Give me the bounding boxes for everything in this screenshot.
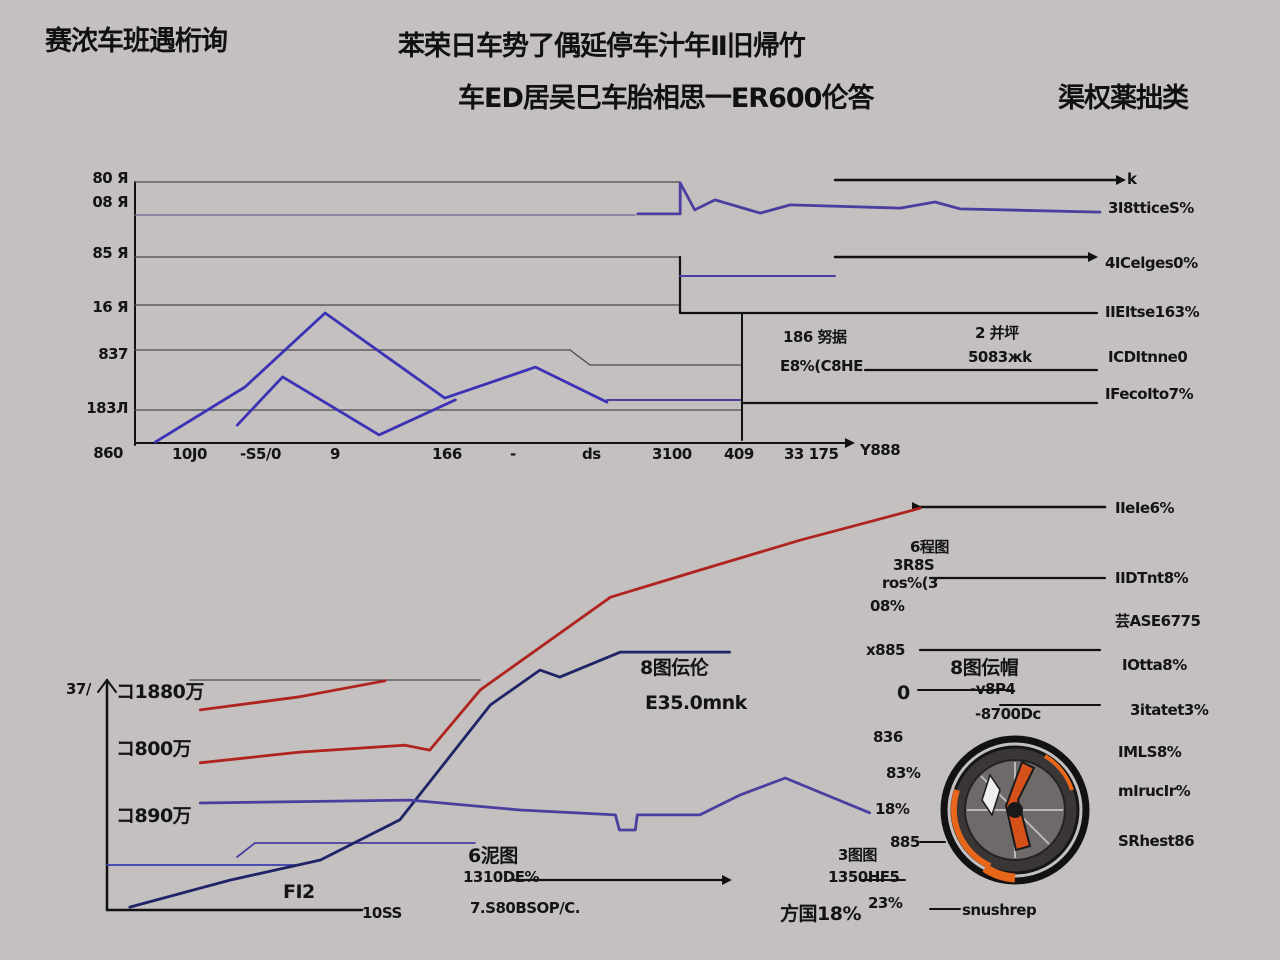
y-tick-label: コ800万: [116, 738, 192, 760]
y-tick-label: コ890万: [116, 805, 192, 827]
right-label: 芸ASE6775: [1115, 612, 1201, 630]
x-tick-label: 3100: [652, 445, 692, 463]
annotation: 6泥图: [468, 845, 518, 867]
annotation: 1350HF5: [828, 868, 900, 886]
right-label: SRhest86: [1118, 832, 1195, 850]
annotation: 08%: [870, 597, 905, 615]
x-tick-label: -: [510, 445, 516, 463]
annotation: ros%(3: [882, 574, 938, 592]
series-group: [128, 181, 1102, 909]
annotation: 6程图: [910, 538, 949, 556]
title-right: 渠权薬拙类: [1058, 83, 1189, 114]
annotation: 0: [897, 682, 910, 704]
annotation: 1310DE%: [463, 868, 539, 886]
annotation: 836: [873, 728, 903, 746]
x-tick-label: ds: [582, 445, 601, 463]
series-line-0-0: [153, 311, 609, 444]
annotation: 3R8S: [893, 556, 935, 574]
x-tick-label: -S5/0: [240, 445, 281, 463]
right-label: snushrep: [962, 901, 1037, 919]
annotation: E8%(C8HE: [780, 357, 863, 375]
right-label: ICDItnne0: [1108, 348, 1188, 366]
right-label: IOtta8%: [1122, 656, 1187, 674]
y-tick-label: 08 Я: [92, 193, 128, 211]
x-tick-label: 409: [724, 445, 754, 463]
reference-line: [678, 255, 1099, 315]
y-tick-label: 37/: [66, 680, 91, 698]
arrowhead: [1088, 252, 1098, 262]
series-line-0-2: [636, 181, 1102, 216]
x-tick-label: 33 175: [784, 445, 839, 463]
x-tick-label: FI2: [283, 881, 315, 903]
right-label: 3itatet3%: [1130, 701, 1209, 719]
annotation: 23%: [868, 894, 903, 912]
y-tick-label: 80 Я: [92, 169, 128, 187]
annotation: 885: [890, 833, 920, 851]
right-label: IIEItse163%: [1105, 303, 1200, 321]
annotation: 2 并坪: [975, 324, 1019, 342]
annotation: 5083жk: [968, 348, 1032, 366]
series-line-1-2: [128, 650, 731, 909]
x-tick-label: 9: [330, 445, 340, 463]
arrowhead: [722, 875, 732, 885]
annotation: 8图伝伦: [640, 657, 709, 679]
right-label: IMLS8%: [1118, 743, 1182, 761]
right-label: IFecoIto7%: [1105, 385, 1194, 403]
series-line-1-1: [198, 679, 387, 712]
annotation: 18%: [875, 800, 910, 818]
x-axis-arrow: [845, 438, 855, 448]
y-tick-label: 16 Я: [92, 298, 128, 316]
reference-lines: [97, 175, 1126, 912]
annotation: 7.S80BSOP/C.: [470, 899, 580, 917]
chart-subtitle: 车ED居吴巳车胎相思一ER600伦答: [458, 83, 874, 114]
x-tick-label: Y888: [860, 441, 901, 459]
series-line-1-3: [198, 776, 871, 832]
right-label: IIeIe6%: [1115, 499, 1175, 517]
annotation: x885: [866, 641, 906, 659]
right-label: 4ICelges0%: [1105, 254, 1198, 272]
y-tick-label: 860: [93, 444, 123, 462]
arrowhead: [1116, 175, 1126, 185]
annotation: -v8P4: [970, 680, 1016, 698]
right-label: IIDTnt8%: [1115, 569, 1189, 587]
title-left: 赛浓车班遇桁询: [45, 26, 228, 57]
reference-line: [97, 679, 117, 693]
reference-line: [134, 349, 743, 366]
chart-title: 苯荣日车势了偶延停车汁年Ⅱ旧帰竹: [398, 31, 806, 62]
annotation: 3图图: [838, 846, 877, 864]
y-tick-label: 183Л: [86, 399, 128, 417]
annotation: 186 努据: [783, 328, 847, 346]
x-tick-label: 166: [432, 445, 462, 463]
reference-line: [236, 842, 476, 858]
y-tick-label: 837: [98, 345, 128, 363]
y-tick-label: 85 Я: [92, 244, 128, 262]
right-label: mIrucIr%: [1118, 782, 1191, 800]
annotation: -8700Dc: [975, 705, 1041, 723]
annotation: E35.0mnk: [645, 692, 747, 714]
y-tick-label: コ1880万: [116, 681, 204, 703]
x-tick-label: 10SS: [362, 904, 402, 922]
annotation: 8图伝帽: [950, 657, 1019, 679]
wheel-icon: [940, 735, 1090, 885]
x-tick-label: 10J0: [172, 445, 207, 463]
annotation: 83%: [886, 764, 921, 782]
right-label: k: [1127, 170, 1137, 188]
right-label: 3I8tticeS%: [1108, 199, 1194, 217]
series-line-1-0: [198, 506, 922, 765]
annotation: 方国18%: [780, 903, 861, 925]
series-line-0-1: [235, 375, 457, 437]
